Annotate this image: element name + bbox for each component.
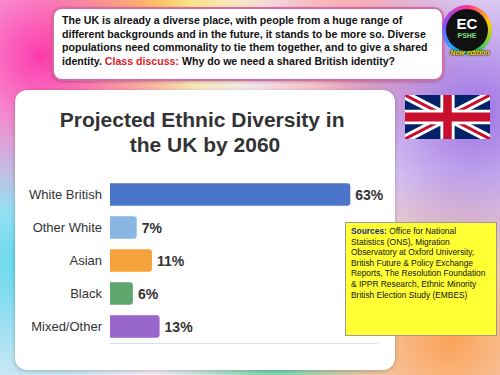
svg-text:11%: 11% <box>157 253 185 269</box>
html-text:Sources: Office for National S: Sources: Office for National Statistics … <box>351 226 486 300</box>
html-text:PSHE: PSHE <box>457 32 477 39</box>
svg-text:the UK by 2060: the UK by 2060 <box>130 133 281 156</box>
svg-text:13%: 13% <box>165 319 194 335</box>
svg-text:Asian: Asian <box>69 253 102 268</box>
html-text:EC: EC <box>456 15 478 32</box>
html-text:The UK is already a diverse pl: The UK is already a diverse place, with … <box>62 14 428 67</box>
svg-text:Projected Ethnic Diversity in: Projected Ethnic Diversity in <box>60 108 351 131</box>
svg-text:Black: Black <box>70 286 102 301</box>
svg-text:Mixed/Other: Mixed/Other <box>31 319 102 334</box>
svg-text:White British: White British <box>29 187 102 202</box>
html-text:New edition: New edition <box>450 49 490 56</box>
svg-text:Other White: Other White <box>33 220 102 235</box>
svg-text:7%: 7% <box>142 220 163 236</box>
svg-text:6%: 6% <box>138 286 159 302</box>
svg-text:63%: 63% <box>355 187 384 203</box>
